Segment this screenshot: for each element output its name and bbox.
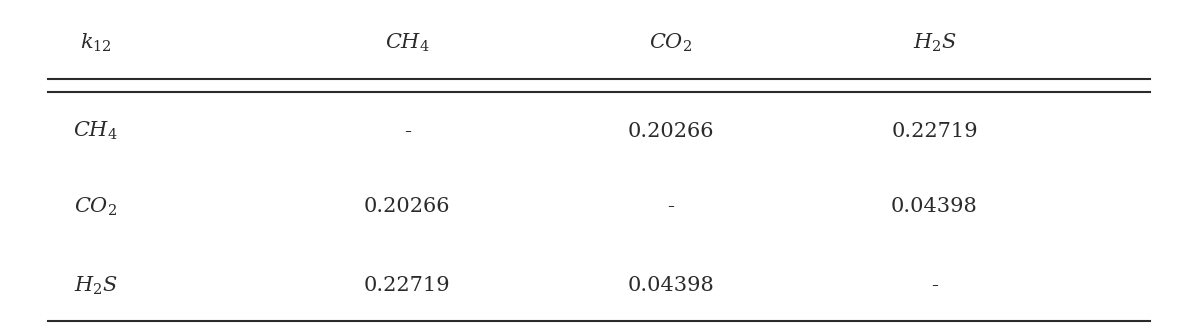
Text: $CH_4$: $CH_4$ [73,120,119,142]
Text: 0.04398: 0.04398 [891,197,978,216]
Text: $H_2S$: $H_2S$ [74,274,117,297]
Text: -: - [931,276,938,295]
Text: $k_{12}$: $k_{12}$ [80,31,111,54]
Text: 0.22719: 0.22719 [891,122,978,141]
Text: 0.20266: 0.20266 [628,122,714,141]
Text: $H_2S$: $H_2S$ [913,31,956,54]
Text: $CH_4$: $CH_4$ [385,31,430,54]
Text: 0.22719: 0.22719 [364,276,450,295]
Text: $CO_2$: $CO_2$ [74,195,117,218]
Text: 0.04398: 0.04398 [628,276,714,295]
Text: 0.20266: 0.20266 [364,197,450,216]
Text: -: - [667,197,674,216]
Text: $CO_2$: $CO_2$ [649,31,692,54]
Text: -: - [404,122,411,141]
